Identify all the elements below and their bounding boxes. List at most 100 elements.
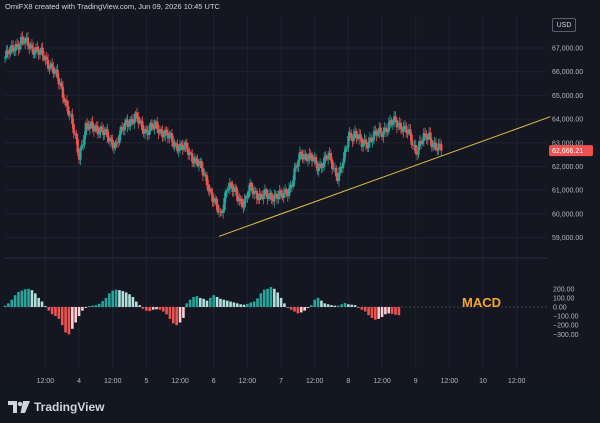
candle-body bbox=[119, 126, 123, 135]
macd-bar bbox=[357, 307, 360, 308]
price-tick-label: 59,000.00 bbox=[552, 235, 583, 242]
macd-bar bbox=[205, 300, 209, 307]
macd-bar bbox=[118, 290, 121, 307]
candle-body bbox=[186, 148, 190, 156]
candle-body bbox=[182, 146, 186, 150]
macd-bar bbox=[104, 297, 108, 307]
macd-bar bbox=[108, 293, 111, 307]
candle-body bbox=[14, 44, 17, 51]
candle-body bbox=[174, 142, 178, 144]
trendline[interactable] bbox=[218, 116, 551, 237]
macd-bar bbox=[7, 303, 10, 307]
candle-body bbox=[256, 198, 260, 201]
currency-button[interactable]: USD bbox=[552, 18, 576, 32]
candle-body bbox=[219, 211, 222, 213]
candle-body bbox=[59, 82, 62, 85]
candle-body bbox=[402, 126, 405, 132]
macd-bar bbox=[316, 297, 320, 307]
candle-body bbox=[153, 124, 156, 130]
candle-body bbox=[73, 133, 77, 135]
candle-body bbox=[279, 190, 283, 194]
candle-body bbox=[394, 116, 397, 120]
macd-bar bbox=[27, 288, 30, 307]
candle-body bbox=[161, 130, 164, 138]
macd-bar bbox=[330, 305, 333, 307]
macd-bar bbox=[320, 300, 323, 307]
candle-body bbox=[36, 46, 39, 51]
candle-body bbox=[243, 198, 246, 208]
tradingview-brand[interactable]: TradingView bbox=[8, 400, 104, 414]
candle-body bbox=[322, 157, 326, 167]
candle-body bbox=[380, 132, 384, 138]
candle-body bbox=[353, 130, 357, 135]
macd-bar bbox=[286, 307, 290, 308]
macd-tick-label: 100.00 bbox=[553, 295, 575, 302]
macd-bar bbox=[306, 307, 310, 308]
macd-bar bbox=[394, 307, 397, 315]
candle-body bbox=[151, 125, 155, 130]
candle-body bbox=[23, 38, 27, 44]
macd-bar bbox=[310, 305, 313, 307]
candle-body bbox=[313, 156, 316, 160]
candle-body bbox=[155, 121, 159, 130]
candle-body bbox=[138, 120, 141, 124]
macd-bar bbox=[67, 307, 71, 335]
candle-body bbox=[32, 47, 35, 55]
candle-body bbox=[98, 132, 101, 135]
candle-body bbox=[160, 129, 163, 131]
candle-body bbox=[154, 121, 158, 125]
candle-body bbox=[211, 192, 214, 202]
candle-body bbox=[259, 193, 263, 195]
candle-body bbox=[426, 137, 430, 140]
candle-body bbox=[71, 114, 74, 125]
macd-bar bbox=[114, 289, 118, 307]
candle-body bbox=[343, 152, 346, 163]
candle-body bbox=[30, 44, 34, 48]
candle-body bbox=[79, 148, 82, 160]
candle-body bbox=[127, 126, 131, 128]
price-axis[interactable]: 59,000.00 60,000.00 61,000.00 62,000.00 63,0… bbox=[552, 46, 583, 243]
price-chart[interactable]: 59,000.00 60,000.00 61,000.00 62,000.00 63,0… bbox=[0, 0, 600, 388]
candle-body bbox=[157, 129, 160, 134]
time-tick-label: 12:00 bbox=[239, 378, 257, 385]
candle-body bbox=[19, 36, 23, 45]
candle-body bbox=[290, 184, 294, 187]
candle-body bbox=[418, 140, 421, 147]
macd-bar bbox=[225, 300, 229, 307]
candle-body bbox=[308, 153, 311, 161]
candle-body bbox=[372, 131, 376, 141]
candle-body bbox=[150, 123, 153, 126]
macd-bar bbox=[10, 299, 14, 307]
candle-body bbox=[38, 49, 42, 55]
macd-bar bbox=[259, 293, 263, 307]
candle-body bbox=[29, 44, 32, 49]
macd-bar bbox=[313, 299, 317, 307]
macd-bar bbox=[380, 307, 384, 318]
candle-body bbox=[266, 193, 269, 200]
candle-body bbox=[360, 138, 364, 147]
candle-body bbox=[7, 53, 11, 55]
candle-body bbox=[25, 37, 28, 39]
macd-bar bbox=[128, 294, 131, 307]
price-tick-label: 67,000.00 bbox=[552, 46, 583, 53]
macd-axis[interactable]: 200.00 100.00 0.00 −100.00 −200.00 −300.00 bbox=[553, 286, 579, 339]
candle-body bbox=[75, 133, 78, 140]
candle-body bbox=[285, 189, 288, 195]
macd-bar bbox=[13, 295, 17, 307]
candle-body bbox=[414, 144, 417, 154]
candle-body bbox=[131, 119, 135, 124]
candle-body bbox=[42, 55, 46, 61]
candle-body bbox=[407, 129, 411, 134]
macd-bar bbox=[57, 307, 61, 319]
candle-body bbox=[309, 153, 312, 155]
candle-body bbox=[64, 100, 67, 103]
candle-body bbox=[22, 40, 26, 44]
time-axis[interactable]: 12:00 4 12:00 5 12:00 6 12:00 7 12:00 8 12:00 9 12:0… bbox=[37, 378, 526, 385]
candle-body bbox=[375, 130, 378, 136]
time-tick-label: 8 bbox=[346, 378, 350, 385]
candle-body bbox=[106, 129, 109, 138]
candle-body bbox=[390, 120, 393, 126]
macd-bar bbox=[30, 290, 34, 307]
macd-bar bbox=[279, 297, 283, 307]
candle-body bbox=[417, 146, 420, 155]
